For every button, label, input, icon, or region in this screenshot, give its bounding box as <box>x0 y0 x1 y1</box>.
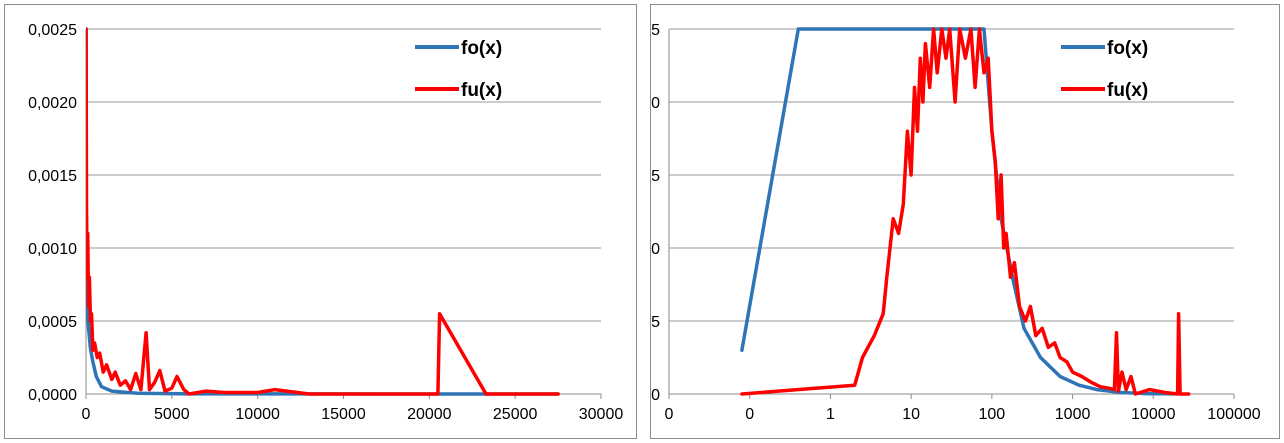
legend-label: fo(x) <box>461 38 502 59</box>
y-tick-label: 0,0005 <box>28 314 77 331</box>
y-tick-label: 0,0015 <box>651 168 660 185</box>
chart-svg: 0 5000 10000 15000 20000 25000 30000 0,0000 0,00… <box>28 22 624 423</box>
chart-panel-log: 0 0 1 10 100 1000 10000 100000 0,0000 0,0005 0,001… <box>650 4 1280 439</box>
series-line-fux <box>740 27 1191 396</box>
y-tick-label: 0,0020 <box>28 95 77 112</box>
x-tick-label: 25000 <box>493 406 538 423</box>
y-tick-label: 0,0020 <box>651 95 660 112</box>
x-tick-label: 10000 <box>1131 406 1176 423</box>
legend-label: fu(x) <box>1107 80 1148 101</box>
x-tick-label: 0 <box>665 406 674 423</box>
x-tick-label: 30000 <box>579 406 624 423</box>
y-tick-label: 0,0010 <box>28 241 77 258</box>
x-tick-label: 1000 <box>1055 406 1091 423</box>
chart-panel-linear: 0 5000 10000 15000 20000 25000 30000 0,0000 0,00… <box>4 4 637 439</box>
y-tick-label: 0,0000 <box>28 387 77 404</box>
y-tick-label: 0,0015 <box>28 168 77 185</box>
y-tick-label: 0,0010 <box>651 241 660 258</box>
chart-svg: 0 0 1 10 100 1000 10000 100000 0,0000 0,0005 0,001… <box>651 22 1261 423</box>
x-tick-label: 100 <box>979 406 1006 423</box>
x-tick-label: 0 <box>745 406 754 423</box>
x-tick-label: 100000 <box>1207 406 1260 423</box>
x-tick-label: 15000 <box>321 406 366 423</box>
x-tick-label: 5000 <box>154 406 190 423</box>
legend-label: fo(x) <box>1107 38 1148 59</box>
x-tick-label: 10 <box>902 406 920 423</box>
y-tick-label: 0,0025 <box>28 22 77 39</box>
series-line-fux <box>86 27 560 396</box>
y-tick-label: 0,0025 <box>651 22 660 39</box>
legend-label: fu(x) <box>461 80 502 101</box>
x-tick-label: 0 <box>82 406 91 423</box>
x-tick-label: 20000 <box>407 406 452 423</box>
y-tick-label: 0,0000 <box>651 387 660 404</box>
x-tick-label: 1 <box>826 406 835 423</box>
x-tick-label: 10000 <box>235 406 280 423</box>
y-tick-label: 0,0005 <box>651 314 660 331</box>
